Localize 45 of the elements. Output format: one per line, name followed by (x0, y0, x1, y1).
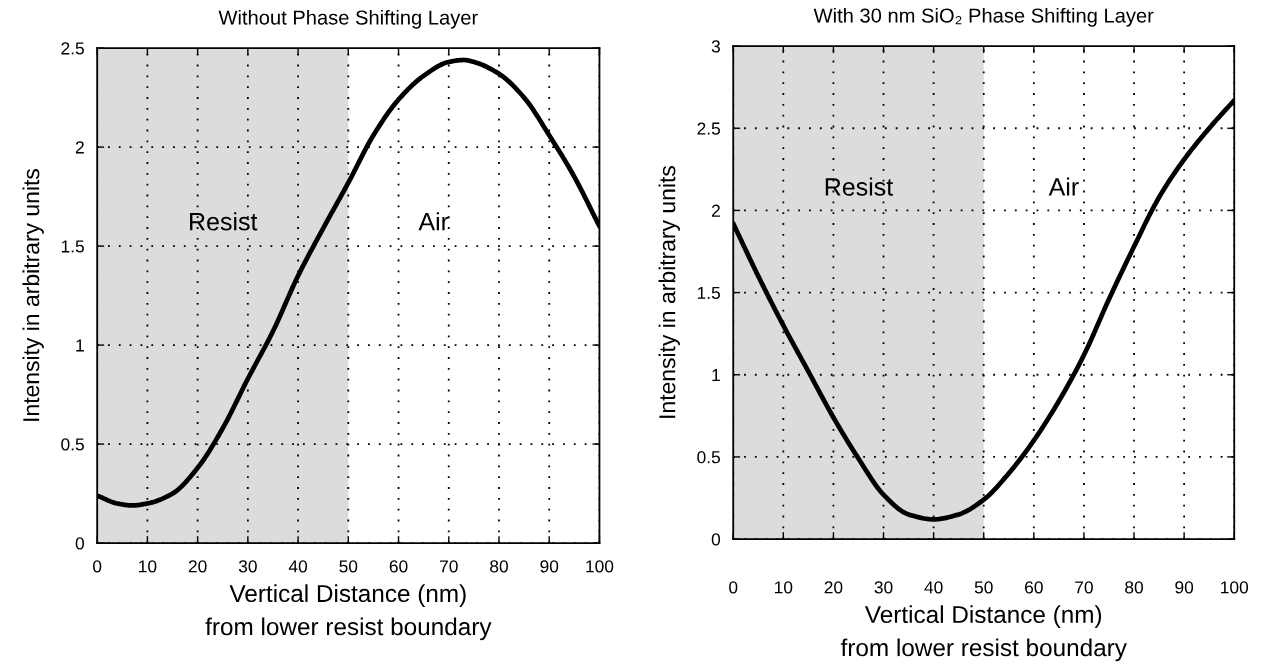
annotation: Air (1048, 177, 1079, 196)
x-tick-label: 10 (139, 560, 157, 573)
x-tick-label: 20 (824, 581, 843, 594)
y-axis-title: Intensity in arbitrary units (658, 166, 680, 418)
x-tick-label: 50 (974, 581, 993, 594)
y-tick-label: 0.5 (61, 438, 84, 451)
y-tick-label: 2.5 (697, 122, 720, 135)
y-tick-label: 2 (711, 204, 720, 217)
chart-title: With 30 nm SiO₂ Phase Shifting Layer (813, 7, 1154, 27)
x-tick-label: 70 (440, 560, 458, 573)
y-tick-label: 1.5 (697, 286, 720, 300)
y-axis-title: Intensity in arbitrary units (22, 169, 44, 421)
band-label: Resist (190, 212, 258, 231)
x-tick-label: 70 (1075, 581, 1093, 594)
x-tick-label: 90 (540, 560, 559, 573)
x-tick-label: 80 (1125, 581, 1144, 594)
x-tick-label: 40 (288, 560, 308, 573)
x-tick-label: 50 (339, 560, 358, 573)
x-tick-label: 30 (238, 560, 257, 573)
x-tick-label: 20 (188, 560, 207, 573)
chart-title: Without Phase Shifting Layer (218, 9, 478, 29)
x-tick-label: 30 (874, 581, 893, 594)
x-tick-label: 60 (1025, 581, 1043, 594)
y-tick-label: 2.5 (61, 42, 84, 55)
x-axis-title: Vertical Distance (nm) from lower resist boundary (840, 605, 1127, 662)
x-tick-label: 100 (586, 560, 614, 573)
annotation: Air (418, 212, 449, 231)
x-tick-label: 80 (490, 560, 508, 573)
x-tick-label: 60 (389, 560, 408, 573)
y-tick-label: 1 (76, 339, 84, 352)
y-tick-label: 2 (75, 141, 84, 154)
y-tick-label: 0.5 (697, 451, 720, 464)
y-tick-label: 1 (712, 369, 720, 382)
y-tick-label: 1.5 (61, 240, 84, 253)
x-tick-label: 90 (1175, 581, 1194, 594)
x-tick-label: 100 (1221, 581, 1249, 594)
band-label: Resist (825, 177, 894, 196)
x-axis-title: Vertical Distance (nm) from lower resist boundary (205, 584, 492, 641)
x-tick-label: 0 (93, 560, 102, 573)
y-tick-label: 0 (75, 537, 84, 550)
x-tick-label: 40 (924, 581, 943, 594)
y-tick-label: 3 (711, 40, 720, 53)
x-tick-label: 0 (729, 581, 738, 594)
x-tick-label: 10 (774, 581, 793, 594)
y-tick-label: 0 (711, 533, 721, 546)
